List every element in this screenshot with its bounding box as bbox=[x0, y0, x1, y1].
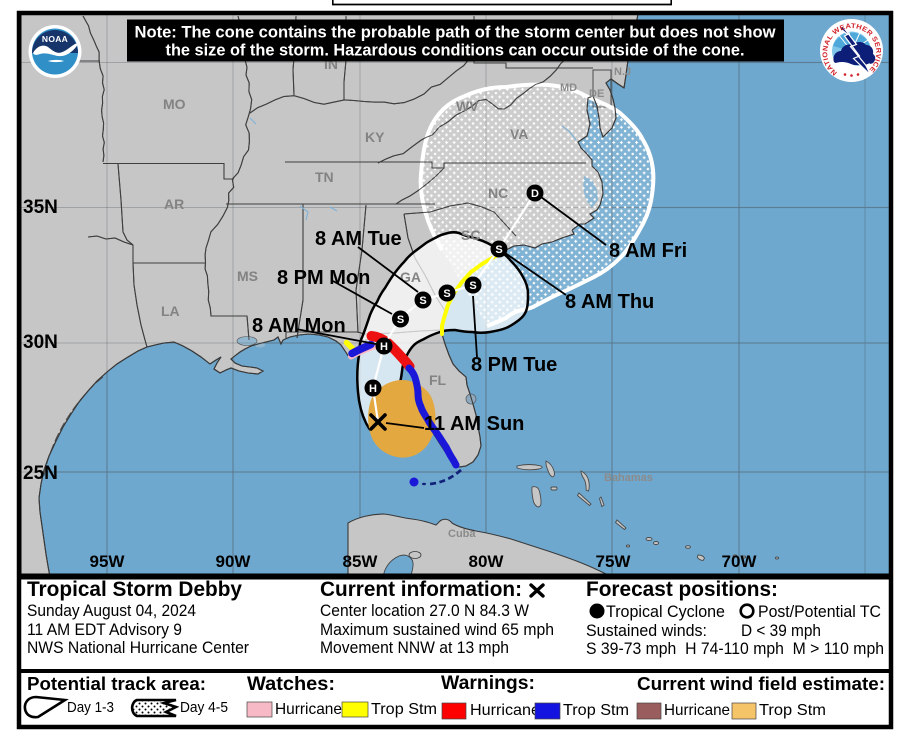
svg-text:FL: FL bbox=[429, 372, 447, 388]
svg-text:75W: 75W bbox=[596, 552, 632, 571]
svg-text:VA: VA bbox=[510, 126, 528, 142]
svg-text:Cuba: Cuba bbox=[448, 528, 476, 540]
svg-text:H: H bbox=[380, 341, 388, 353]
svg-text:8 AM Mon: 8 AM Mon bbox=[252, 315, 346, 337]
svg-text:11 AM EDT Advisory 9: 11 AM EDT Advisory 9 bbox=[27, 621, 182, 639]
svg-text:MS: MS bbox=[237, 268, 258, 284]
svg-text:11 AM Sun: 11 AM Sun bbox=[424, 413, 524, 435]
svg-text:MO: MO bbox=[163, 96, 186, 112]
svg-text:KY: KY bbox=[365, 129, 385, 145]
svg-text:DE: DE bbox=[589, 88, 604, 100]
svg-text:the size of the storm. Hazardo: the size of the storm. Hazardous conditi… bbox=[166, 41, 745, 60]
svg-text:Hurricane: Hurricane bbox=[664, 702, 730, 719]
svg-text:S: S bbox=[443, 288, 450, 300]
svg-text:D: D bbox=[531, 188, 539, 200]
svg-text:70W: 70W bbox=[722, 552, 758, 571]
svg-text:8 AM Fri: 8 AM Fri bbox=[609, 240, 687, 262]
svg-text:8 PM Mon: 8 PM Mon bbox=[277, 267, 370, 289]
svg-text:GA: GA bbox=[400, 269, 421, 285]
svg-text:Bahamas: Bahamas bbox=[604, 472, 653, 484]
svg-text:8 AM Tue: 8 AM Tue bbox=[315, 228, 402, 250]
svg-text:WV: WV bbox=[456, 98, 479, 114]
svg-text:Movement NNW at 13 mph: Movement NNW at 13 mph bbox=[320, 639, 509, 657]
svg-text:TN: TN bbox=[315, 169, 334, 185]
svg-text:Post/Potential TC: Post/Potential TC bbox=[758, 603, 881, 621]
svg-text:85W: 85W bbox=[343, 552, 379, 571]
svg-text:S: S bbox=[397, 314, 404, 326]
svg-text:Trop Stm: Trop Stm bbox=[563, 702, 629, 719]
svg-text:AR: AR bbox=[164, 196, 184, 212]
svg-text:95W: 95W bbox=[90, 552, 126, 571]
svg-text:LA: LA bbox=[161, 303, 180, 319]
svg-text:35N: 35N bbox=[23, 197, 58, 218]
svg-text:Maximum sustained wind 65 mph: Maximum sustained wind 65 mph bbox=[320, 621, 554, 639]
svg-text:90W: 90W bbox=[216, 552, 252, 571]
svg-text:Tropical Cyclone: Tropical Cyclone bbox=[606, 603, 725, 621]
svg-text:30N: 30N bbox=[23, 332, 58, 353]
svg-text:8 AM Thu: 8 AM Thu bbox=[565, 291, 654, 313]
svg-text:Warnings:: Warnings: bbox=[441, 673, 535, 694]
svg-text:Sustained winds:: Sustained winds: bbox=[586, 622, 707, 640]
svg-text:NWS National Hurricane Center: NWS National Hurricane Center bbox=[27, 639, 249, 657]
svg-text:S: S bbox=[419, 295, 426, 307]
svg-text:Trop Stm: Trop Stm bbox=[371, 701, 437, 718]
svg-text:S: S bbox=[469, 280, 476, 292]
svg-text:Forecast positions:: Forecast positions: bbox=[586, 578, 778, 601]
svg-text:Trop Stm: Trop Stm bbox=[759, 702, 826, 719]
svg-text:8 PM Tue: 8 PM Tue bbox=[471, 354, 557, 376]
svg-text:S 39-73 mph H 74-110 mph M >: S 39-73 mph H 74-110 mph M > 110 mph bbox=[586, 640, 884, 658]
svg-text:Potential track area:: Potential track area: bbox=[27, 674, 206, 694]
svg-text:Hurricane: Hurricane bbox=[470, 702, 540, 719]
svg-text:Center location 27.0 N 84.3 W: Center location 27.0 N 84.3 W bbox=[320, 602, 529, 620]
svg-text:80W: 80W bbox=[469, 552, 505, 571]
svg-text:Tropical Storm Debby: Tropical Storm Debby bbox=[27, 578, 242, 601]
svg-text:Watches:: Watches: bbox=[247, 674, 335, 695]
svg-text:25N: 25N bbox=[23, 463, 58, 484]
svg-text:Current information:: Current information: bbox=[320, 578, 522, 601]
svg-text:H: H bbox=[369, 383, 377, 395]
svg-text:Hurricane: Hurricane bbox=[275, 701, 342, 718]
svg-text:Note: The cone contains the pr: Note: The cone contains the probable pat… bbox=[135, 23, 777, 42]
svg-text:Current wind field estimate:: Current wind field estimate: bbox=[637, 674, 885, 694]
svg-text:NOAA: NOAA bbox=[42, 34, 68, 44]
svg-text:Day 1-3: Day 1-3 bbox=[67, 699, 114, 716]
svg-text:S: S bbox=[495, 244, 502, 256]
svg-text:D < 39 mph: D < 39 mph bbox=[741, 622, 821, 640]
svg-text:NC: NC bbox=[488, 185, 508, 201]
svg-text:SC: SC bbox=[461, 227, 480, 243]
svg-text:N.J: N.J bbox=[614, 66, 631, 78]
svg-text:MD: MD bbox=[560, 82, 577, 94]
svg-text:Sunday August 04, 2024: Sunday August 04, 2024 bbox=[27, 602, 196, 620]
svg-text:Day 4-5: Day 4-5 bbox=[180, 699, 228, 716]
